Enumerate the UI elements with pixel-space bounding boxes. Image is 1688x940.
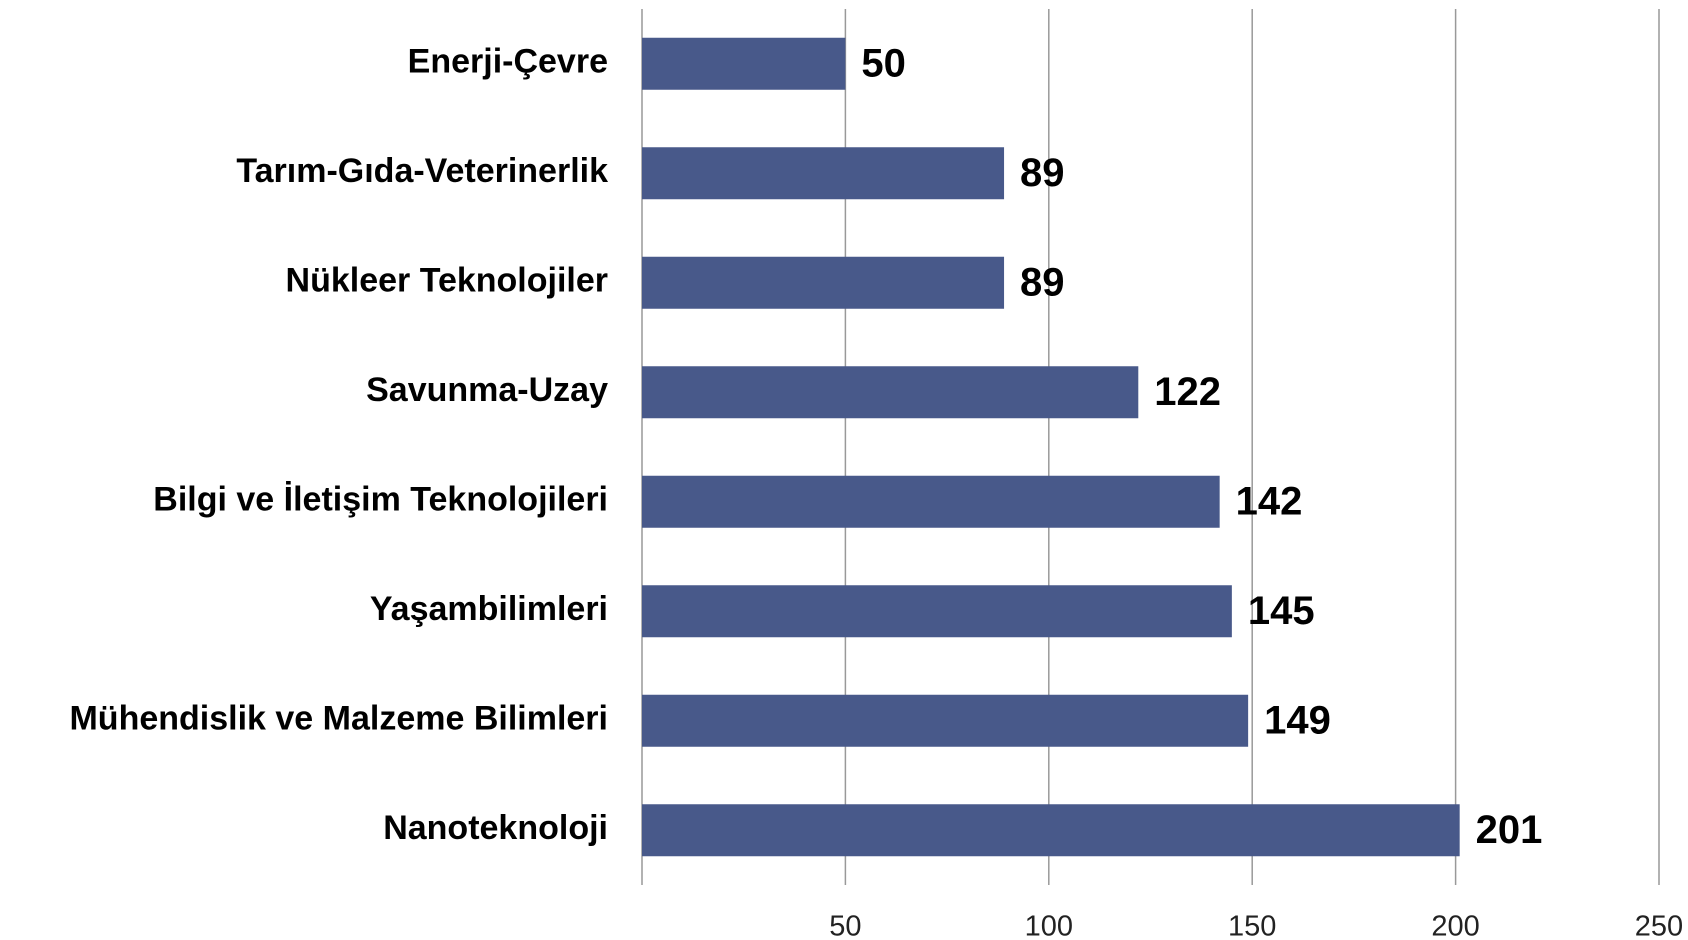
bar [642,475,1220,528]
x-tick-label: 100 [1025,911,1073,940]
value-label: 149 [1264,698,1331,742]
x-tick-label: 250 [1635,911,1683,940]
category-label: Nanoteknoloji [383,809,608,847]
bar [642,694,1249,747]
value-label: 50 [861,41,906,85]
x-tick-label: 150 [1228,911,1276,940]
category-label: Yaşambilimleri [370,590,608,628]
bar [642,585,1232,638]
category-label: Tarım-Gıda-Veterinerlik [236,152,608,190]
bar [642,37,846,90]
value-label: 145 [1248,589,1315,633]
x-tick-label: 50 [829,911,861,940]
category-label: Nükleer Teknolojiler [286,262,608,300]
value-label: 89 [1020,260,1065,304]
category-label: Savunma-Uzay [366,371,608,409]
bar [642,147,1005,200]
bar [642,366,1139,419]
x-tick-label: 200 [1431,911,1479,940]
value-label: 89 [1020,151,1065,195]
category-label: Mühendislik ve Malzeme Bilimleri [69,700,608,738]
value-label: 201 [1476,808,1543,852]
bar [642,804,1460,857]
category-label: Enerji-Çevre [408,43,608,81]
value-label: 122 [1154,370,1221,414]
value-label: 142 [1236,479,1303,523]
category-label: Bilgi ve İletişim Teknolojileri [153,481,608,519]
bar [642,256,1005,309]
